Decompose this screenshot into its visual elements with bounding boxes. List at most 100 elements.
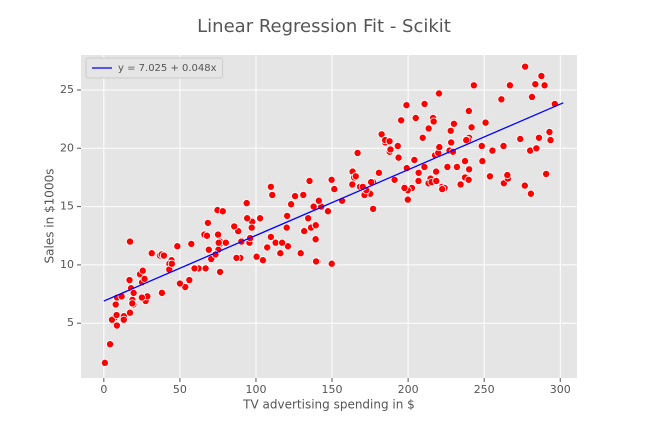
point xyxy=(410,155,419,164)
point xyxy=(443,162,452,171)
point xyxy=(435,143,444,152)
legend-box xyxy=(85,57,224,79)
x-axis-label: TV advertising spending in $ xyxy=(242,398,415,412)
point xyxy=(299,190,308,199)
point xyxy=(464,175,473,184)
x-tick-label: 50 xyxy=(173,383,187,396)
point xyxy=(282,223,291,232)
point xyxy=(268,190,277,199)
x-tick-label: 150 xyxy=(322,383,343,396)
point xyxy=(542,169,551,178)
point xyxy=(531,80,540,89)
point xyxy=(503,171,512,180)
point xyxy=(112,311,121,320)
point xyxy=(119,315,128,324)
point xyxy=(296,249,305,258)
point xyxy=(111,300,120,309)
point xyxy=(348,180,357,189)
point xyxy=(312,257,321,266)
point xyxy=(385,137,394,146)
point xyxy=(214,230,223,239)
point xyxy=(323,207,332,216)
point xyxy=(140,274,149,283)
point xyxy=(283,242,292,251)
point xyxy=(300,227,309,236)
point xyxy=(187,239,196,248)
point xyxy=(432,167,441,176)
point xyxy=(125,276,134,285)
x-tick-label: 300 xyxy=(550,383,571,396)
point xyxy=(520,181,529,190)
marks xyxy=(100,62,564,367)
y-tick-label: 10 xyxy=(60,258,74,271)
point xyxy=(461,157,470,166)
point xyxy=(129,288,138,297)
point xyxy=(464,106,473,115)
point xyxy=(266,232,275,241)
point xyxy=(173,242,182,251)
chart-title: Linear Regression Fit - Scikit xyxy=(197,16,451,37)
point xyxy=(305,176,314,185)
point xyxy=(402,101,411,110)
y-tick-label: 25 xyxy=(60,83,74,96)
y-tick-label: 15 xyxy=(60,200,74,213)
point xyxy=(283,211,292,220)
point xyxy=(446,126,455,135)
point xyxy=(203,218,212,227)
point xyxy=(527,92,536,101)
point xyxy=(243,214,252,223)
point xyxy=(469,81,478,90)
point xyxy=(218,207,227,216)
point xyxy=(516,134,525,143)
point xyxy=(478,157,487,166)
fit-line xyxy=(103,102,564,302)
point xyxy=(242,199,251,208)
grid xyxy=(81,55,577,378)
point xyxy=(252,252,261,261)
legend: y = 7.025 + 0.048x xyxy=(85,57,224,79)
point xyxy=(462,136,471,145)
point xyxy=(304,214,313,223)
point xyxy=(353,148,362,157)
point xyxy=(400,183,409,192)
point xyxy=(106,340,115,349)
point xyxy=(128,299,137,308)
point xyxy=(247,223,256,232)
point xyxy=(386,145,395,154)
point xyxy=(327,259,336,268)
point xyxy=(499,141,508,150)
point xyxy=(311,221,320,230)
point xyxy=(447,138,456,147)
point xyxy=(411,113,420,122)
point xyxy=(532,144,541,153)
point xyxy=(256,214,265,223)
point xyxy=(424,124,433,133)
point xyxy=(488,146,497,155)
point xyxy=(545,127,554,136)
point xyxy=(214,238,223,247)
point xyxy=(351,172,360,181)
point xyxy=(374,168,383,177)
point xyxy=(263,243,272,252)
point xyxy=(546,136,555,145)
point xyxy=(432,176,441,185)
point xyxy=(167,259,176,268)
point xyxy=(429,117,438,126)
point xyxy=(403,195,412,204)
point xyxy=(216,267,225,276)
point xyxy=(230,222,239,231)
point xyxy=(377,130,386,139)
point xyxy=(505,81,514,90)
point xyxy=(449,119,458,128)
point xyxy=(485,172,494,181)
point xyxy=(526,189,535,198)
point xyxy=(157,288,166,297)
point xyxy=(287,200,296,209)
point xyxy=(438,185,447,194)
point xyxy=(159,251,168,260)
point xyxy=(125,237,134,246)
point xyxy=(394,153,403,162)
point xyxy=(278,238,287,247)
point xyxy=(330,185,339,194)
